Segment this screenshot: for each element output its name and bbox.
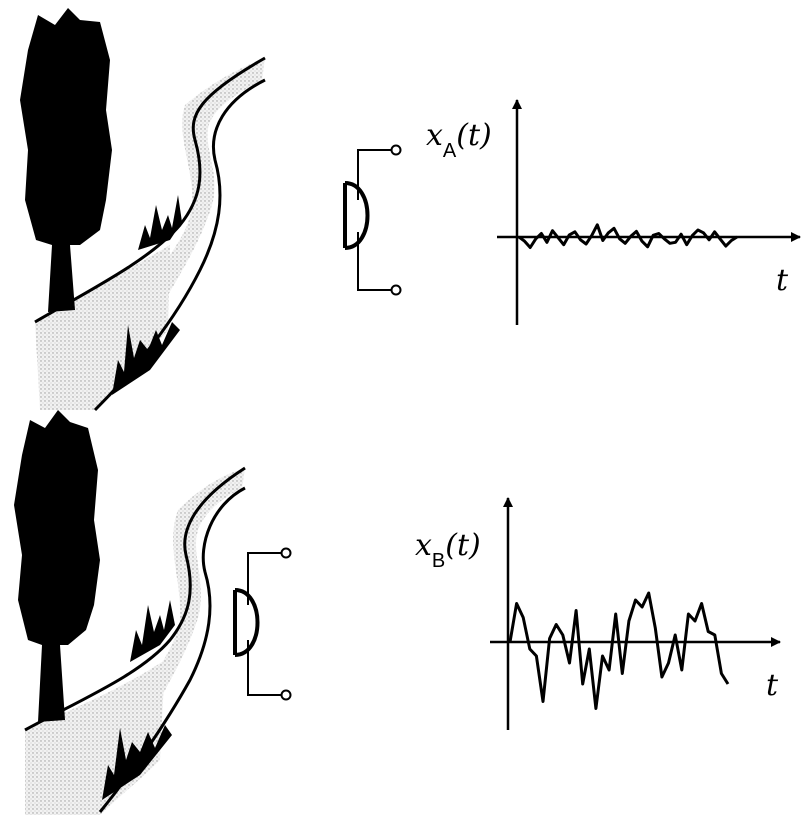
river-a-bank-left <box>34 56 266 324</box>
tree-b <box>14 410 100 722</box>
plot-b: xB(t) t <box>415 497 781 730</box>
river-b <box>86 468 245 812</box>
grass-b-2 <box>102 725 172 800</box>
plot-b-x-label: t <box>766 668 779 703</box>
sensor-b-icon <box>233 547 292 701</box>
tree-a <box>20 8 112 312</box>
grass-a-2 <box>112 322 180 395</box>
plot-a-y-label: xA(t) <box>426 118 492 162</box>
grass-a-1 <box>138 195 182 250</box>
grass-b-1 <box>130 600 175 662</box>
plot-a-waveform <box>518 223 738 249</box>
river-b-bank-left <box>24 466 246 732</box>
sensor-a-icon <box>343 144 402 296</box>
scene-b <box>14 410 292 815</box>
plot-a-x-label: t <box>776 263 789 298</box>
plot-b-waveform <box>508 591 730 710</box>
ground-a <box>35 245 170 410</box>
plot-a: xA(t) t <box>426 99 801 325</box>
plot-b-y-label: xB(t) <box>415 528 481 572</box>
scene-a <box>20 8 402 412</box>
